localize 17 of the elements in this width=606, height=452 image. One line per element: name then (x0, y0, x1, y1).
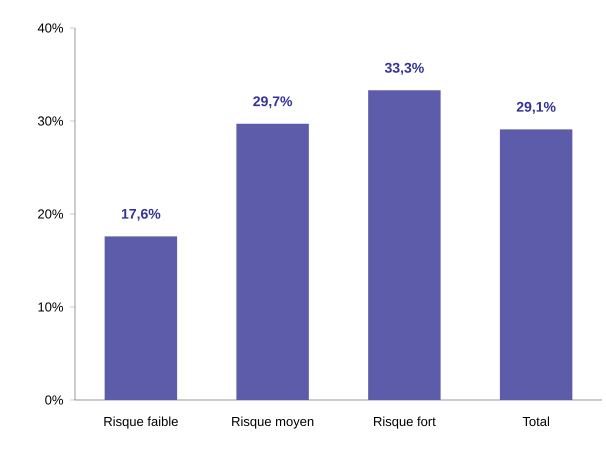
data-label: 17,6% (122, 208, 160, 221)
x-tick-label: Total (522, 416, 549, 426)
bar (500, 129, 572, 400)
bar (104, 236, 178, 400)
data-label: 29,1% (516, 102, 556, 114)
bar (236, 124, 309, 400)
x-tick-label: Risque faible (104, 416, 178, 429)
bar (368, 90, 441, 400)
y-tick-label: 40% (38, 23, 64, 33)
y-tick-label: 0% (45, 395, 64, 405)
data-label: 29,7% (253, 96, 292, 108)
y-tick-label: 30% (38, 116, 64, 126)
data-label: 33,3% (384, 62, 424, 75)
x-tick-label: Risque fort (374, 416, 436, 429)
y-tick-label: 20% (38, 209, 64, 219)
y-tick-label: 10% (38, 302, 64, 312)
x-tick-label: Risque moyen (232, 416, 314, 429)
